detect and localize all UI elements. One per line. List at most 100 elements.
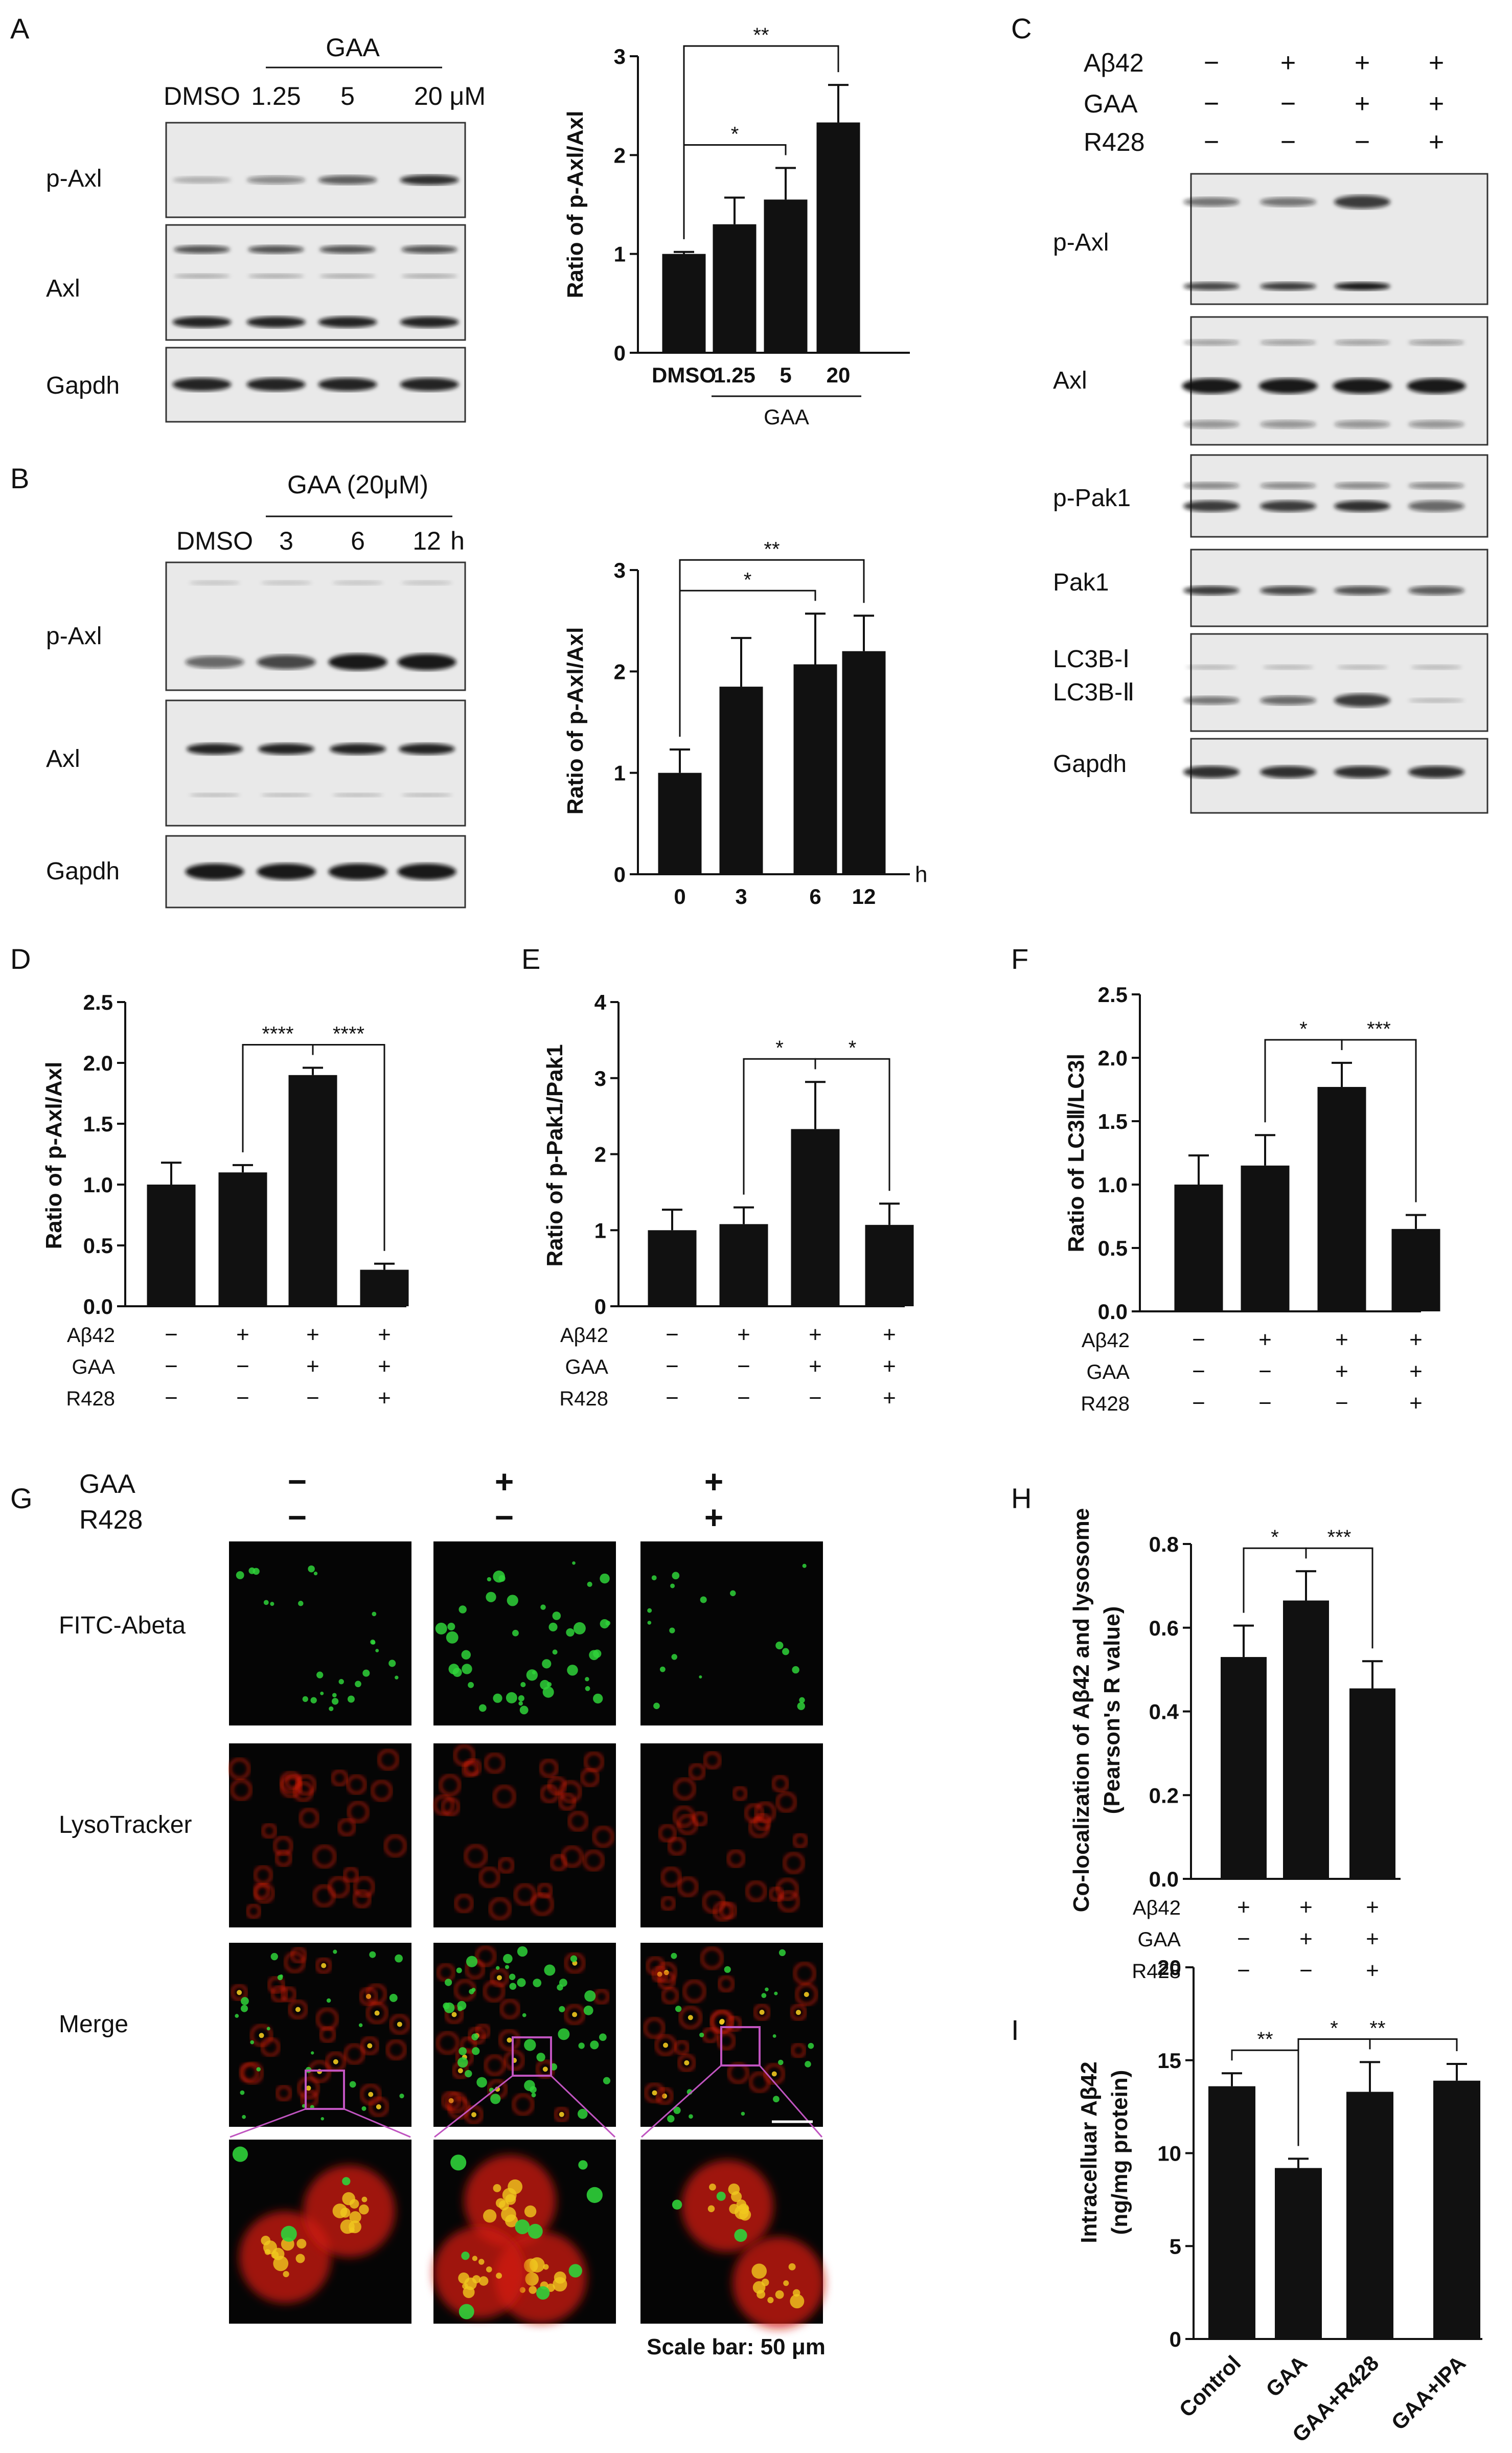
blot-c-sign: + — [1429, 89, 1444, 119]
spot-green — [792, 1666, 799, 1674]
sign: − — [809, 1386, 822, 1411]
zoom-yellow — [728, 2183, 740, 2195]
micro-image — [228, 1743, 411, 1927]
sign-row-label: Aβ42 — [560, 1324, 608, 1347]
cell-red — [290, 1947, 307, 1964]
cell-red — [353, 1876, 375, 1898]
cell-red — [360, 2036, 379, 2055]
spot-green — [524, 2039, 536, 2051]
sig-label: ** — [1369, 2017, 1385, 2039]
blot-c-row-label: p-Axl — [1053, 229, 1109, 256]
sign: + — [1409, 1327, 1423, 1352]
cell-red — [795, 1983, 818, 2006]
sign: − — [165, 1354, 178, 1379]
blot-band — [332, 580, 383, 585]
blot-band — [400, 175, 459, 185]
blot-band — [1408, 501, 1464, 512]
blot-a-axl — [165, 224, 466, 341]
cell-yellow — [759, 2009, 765, 2015]
cell-red — [475, 2024, 491, 2039]
blot-b-row-label: p-Axl — [46, 623, 102, 650]
spot-green — [566, 1628, 575, 1637]
cell-red — [692, 1811, 708, 1827]
sign-row-label: GAA — [565, 1356, 609, 1378]
cell-red — [436, 2031, 459, 2055]
bar — [791, 1129, 840, 1306]
cell-red — [239, 2063, 259, 2082]
zoom-yellow — [361, 2196, 368, 2202]
cell-yellow — [688, 2015, 693, 2020]
spot-green — [730, 1590, 736, 1597]
spot-green — [444, 2002, 455, 2013]
cell-red — [275, 1850, 292, 1867]
blot-b-header: GAA (20μM) — [287, 470, 428, 499]
panel-letter: C — [1011, 12, 1032, 44]
blot-band — [1408, 482, 1464, 489]
bar — [719, 687, 763, 874]
cell-red — [771, 1775, 789, 1792]
sign: − — [666, 1386, 679, 1411]
zoom-green — [734, 2229, 747, 2242]
spot-green — [313, 1571, 318, 1576]
blot-band — [1408, 339, 1464, 346]
sig-label: *** — [1367, 1018, 1391, 1040]
micro-image-bg — [640, 1541, 823, 1725]
cell-red — [673, 1778, 696, 1800]
spot-green — [533, 1979, 542, 1987]
cell-yellow — [542, 2066, 548, 2072]
sign: + — [809, 1322, 822, 1347]
zoom-green — [568, 2264, 582, 2278]
y-tick-label: 0 — [614, 862, 626, 887]
sig-label: * — [1330, 2017, 1338, 2039]
spot-green — [349, 2081, 356, 2088]
cell-red — [343, 1867, 359, 1883]
blot-b-paxl — [165, 561, 466, 691]
y-axis-label: Ratio of p-Axl/Axl — [41, 1062, 66, 1250]
zoom-yellow — [463, 2286, 475, 2298]
cell-red — [655, 2087, 674, 2105]
blot-b-row-label: Gapdh — [46, 858, 120, 885]
x-tick-label: DMSO — [652, 363, 716, 387]
blot-c-sign: + — [1429, 48, 1444, 78]
sign: + — [1299, 1926, 1313, 1951]
spot-green — [471, 1988, 476, 1992]
bar — [658, 773, 702, 874]
spot-green — [689, 2114, 693, 2119]
y-tick-label: 2 — [614, 660, 626, 684]
blot-c-sign: + — [1429, 127, 1444, 157]
spot-green — [653, 1702, 660, 1710]
blot-band — [172, 176, 232, 184]
blot-b-lane-label: 6 — [351, 527, 365, 555]
bar — [1221, 1657, 1267, 1879]
blot-band — [401, 793, 452, 797]
bar — [1208, 2086, 1255, 2339]
spot-green — [493, 1693, 502, 1703]
blot-band — [1183, 501, 1240, 512]
cell-red — [668, 1837, 686, 1856]
blot-band — [172, 316, 232, 328]
y-tick-label: 0 — [1170, 2327, 1181, 2351]
spot-green — [587, 1581, 592, 1587]
sig-bracket — [683, 45, 839, 239]
cell-red — [702, 1891, 725, 1914]
zoom-yellow — [493, 2184, 501, 2192]
zoom-yellow — [486, 2266, 492, 2273]
spot-green — [570, 1955, 578, 1962]
cell-red — [793, 1962, 816, 1985]
spot-green — [775, 1641, 784, 1650]
zoom-yellow — [264, 2249, 271, 2255]
zoom-yellow — [554, 2271, 566, 2284]
spot-green — [505, 1965, 510, 1969]
spot-green — [395, 1954, 403, 1963]
sign-row-label: GAA — [72, 1356, 116, 1378]
cell-red — [539, 1759, 558, 1778]
cell-red — [498, 2029, 520, 2051]
y-tick-label: 2.5 — [83, 990, 113, 1014]
spot-green — [761, 1993, 767, 1998]
cell-red — [592, 1826, 614, 1848]
cell-red — [460, 2036, 477, 2054]
blot-band — [1260, 586, 1316, 595]
bar — [1346, 2092, 1393, 2339]
sig-label: ** — [1257, 2028, 1273, 2051]
spot-green — [651, 1575, 657, 1581]
